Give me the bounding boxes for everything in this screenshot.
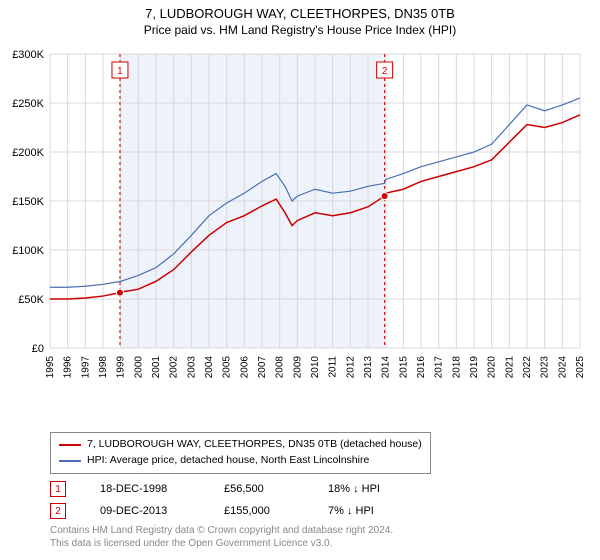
footer: Contains HM Land Registry data © Crown c… xyxy=(50,524,393,550)
marker-price: £56,500 xyxy=(224,483,294,495)
svg-text:1997: 1997 xyxy=(80,356,91,379)
svg-text:2003: 2003 xyxy=(186,356,197,379)
svg-text:2024: 2024 xyxy=(557,356,568,379)
svg-text:2020: 2020 xyxy=(487,356,498,379)
chart-subtitle: Price paid vs. HM Land Registry's House … xyxy=(0,21,600,37)
svg-text:2021: 2021 xyxy=(504,356,515,379)
marker-chip: 1 xyxy=(50,481,66,497)
svg-text:1999: 1999 xyxy=(116,356,127,379)
marker-chip: 2 xyxy=(50,503,66,519)
svg-text:2013: 2013 xyxy=(363,356,374,379)
svg-text:2005: 2005 xyxy=(222,356,233,379)
svg-text:1995: 1995 xyxy=(45,356,56,379)
svg-text:£200K: £200K xyxy=(12,147,44,159)
legend-item: HPI: Average price, detached house, Nort… xyxy=(59,453,422,469)
legend: 7, LUDBOROUGH WAY, CLEETHORPES, DN35 0TB… xyxy=(50,432,431,474)
svg-text:2012: 2012 xyxy=(345,356,356,379)
marker-price: £155,000 xyxy=(224,505,294,517)
svg-text:£300K: £300K xyxy=(12,49,44,61)
svg-text:2015: 2015 xyxy=(398,356,409,379)
svg-text:2009: 2009 xyxy=(292,356,303,379)
svg-text:£100K: £100K xyxy=(12,245,44,257)
svg-text:2023: 2023 xyxy=(540,356,551,379)
svg-text:2: 2 xyxy=(382,66,388,77)
svg-text:1: 1 xyxy=(117,66,123,77)
svg-text:2006: 2006 xyxy=(239,356,250,379)
chart-title: 7, LUDBOROUGH WAY, CLEETHORPES, DN35 0TB xyxy=(0,0,600,21)
svg-text:2010: 2010 xyxy=(310,356,321,379)
footer-line: This data is licensed under the Open Gov… xyxy=(50,537,393,550)
svg-text:2017: 2017 xyxy=(434,356,445,379)
svg-text:2018: 2018 xyxy=(451,356,462,379)
marker-date: 18-DEC-1998 xyxy=(100,483,190,495)
svg-text:2002: 2002 xyxy=(169,356,180,379)
svg-text:2008: 2008 xyxy=(275,356,286,379)
svg-text:£50K: £50K xyxy=(18,294,44,306)
svg-text:1996: 1996 xyxy=(63,356,74,379)
svg-text:£0: £0 xyxy=(32,343,44,355)
chart-plot-area: £0£50K£100K£150K£200K£250K£300K199519961… xyxy=(50,48,580,388)
svg-text:2001: 2001 xyxy=(151,356,162,379)
svg-text:2016: 2016 xyxy=(416,356,427,379)
svg-text:2019: 2019 xyxy=(469,356,480,379)
legend-item: 7, LUDBOROUGH WAY, CLEETHORPES, DN35 0TB… xyxy=(59,437,422,453)
svg-text:2000: 2000 xyxy=(133,356,144,379)
svg-text:1998: 1998 xyxy=(98,356,109,379)
marker-delta: 7% ↓ HPI xyxy=(328,505,418,517)
footer-line: Contains HM Land Registry data © Crown c… xyxy=(50,524,393,537)
legend-swatch xyxy=(59,460,81,462)
svg-text:2025: 2025 xyxy=(575,356,586,379)
svg-text:£250K: £250K xyxy=(12,98,44,110)
svg-text:2014: 2014 xyxy=(381,356,392,379)
marker-table: 1 18-DEC-1998 £56,500 18% ↓ HPI 2 09-DEC… xyxy=(50,478,418,522)
marker-row: 1 18-DEC-1998 £56,500 18% ↓ HPI xyxy=(50,478,418,500)
svg-text:2011: 2011 xyxy=(328,356,339,378)
marker-delta: 18% ↓ HPI xyxy=(328,483,418,495)
marker-row: 2 09-DEC-2013 £155,000 7% ↓ HPI xyxy=(50,500,418,522)
legend-label: HPI: Average price, detached house, Nort… xyxy=(87,453,369,469)
svg-text:£150K: £150K xyxy=(12,196,44,208)
svg-text:2022: 2022 xyxy=(522,356,533,379)
marker-date: 09-DEC-2013 xyxy=(100,505,190,517)
legend-swatch xyxy=(59,444,81,446)
svg-text:2004: 2004 xyxy=(204,356,215,379)
svg-text:2007: 2007 xyxy=(257,356,268,379)
chart-svg: £0£50K£100K£150K£200K£250K£300K199519961… xyxy=(50,48,580,388)
legend-label: 7, LUDBOROUGH WAY, CLEETHORPES, DN35 0TB… xyxy=(87,437,422,453)
